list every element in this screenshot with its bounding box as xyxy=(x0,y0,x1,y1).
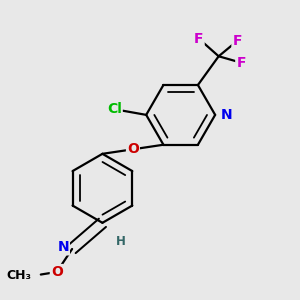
Text: F: F xyxy=(236,56,246,70)
Text: F: F xyxy=(194,32,204,46)
Text: O: O xyxy=(51,265,63,279)
Text: F: F xyxy=(232,34,242,48)
Text: H: H xyxy=(116,236,126,248)
Text: Cl: Cl xyxy=(107,102,122,116)
Text: O: O xyxy=(127,142,139,156)
Text: N: N xyxy=(220,108,232,122)
Text: CH₃: CH₃ xyxy=(6,269,31,282)
Text: N: N xyxy=(57,240,69,254)
